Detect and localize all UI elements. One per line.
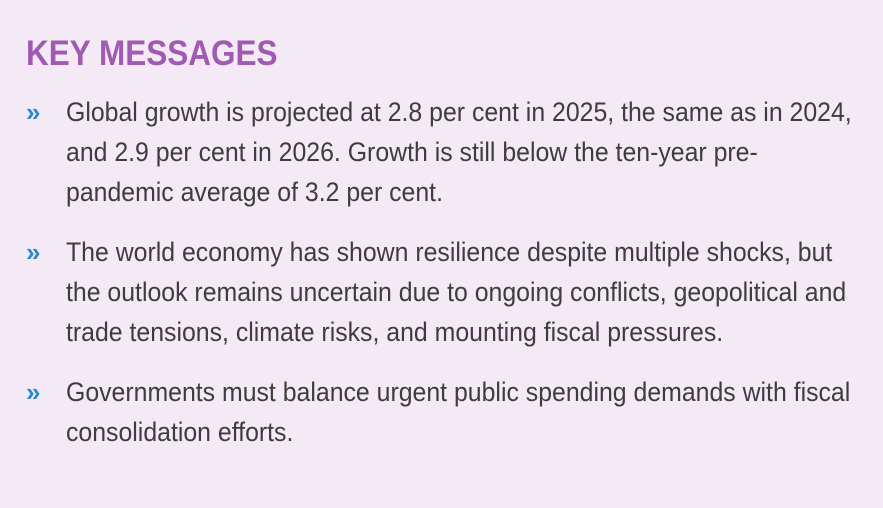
message-text: The world economy has shown resilience d… (66, 237, 847, 347)
list-item: » The world economy has shown resilience… (26, 232, 846, 352)
list-item: » Governments must balance urgent public… (26, 372, 850, 452)
double-chevron-icon: » (26, 97, 41, 127)
section-title: KEY MESSAGES (26, 34, 278, 73)
key-messages-list: » Global growth is projected at 2.8 per … (26, 92, 852, 452)
double-chevron-icon: » (26, 377, 41, 407)
list-item: » Global growth is projected at 2.8 per … (26, 92, 852, 212)
double-chevron-icon: » (26, 237, 41, 267)
message-text: Global growth is projected at 2.8 per ce… (66, 97, 852, 207)
message-text: Governments must balance urgent public s… (66, 377, 851, 447)
